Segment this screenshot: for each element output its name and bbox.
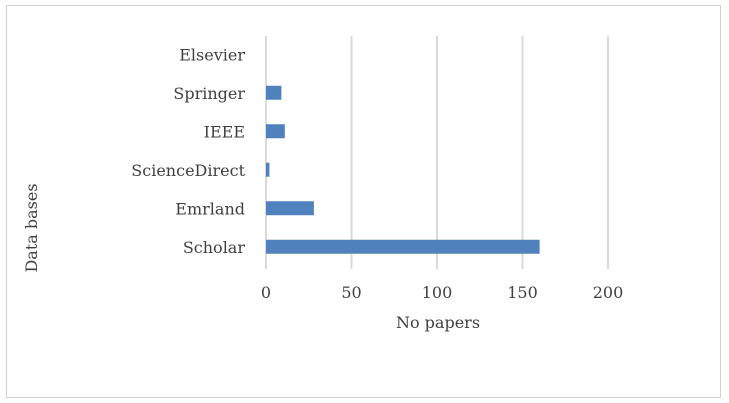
gridlines [265,36,609,269]
x-tick-label-0: 0 [261,283,271,302]
bar-ieee [266,124,285,139]
category-label-ieee: IEEE [204,122,245,141]
category-label-springer: Springer [173,84,245,103]
bar-springer [266,85,282,100]
x-tick-label-150: 150 [507,283,538,302]
x-tick-label-50: 50 [341,283,361,302]
x-tick-label-100: 100 [422,283,453,302]
y-axis-title: Data bases [22,183,41,272]
x-tick-label-200: 200 [593,283,624,302]
category-labels: Elsevier Springer IEEE ScienceDirect Emrland… [131,45,245,257]
bar-sciencedirect [266,162,270,177]
category-label-sciencedirect: ScienceDirect [131,161,245,180]
chart-frame [6,5,721,398]
category-label-scholar: Scholar [183,238,246,257]
x-axis-title: No papers [396,313,480,332]
category-label-emrland: Emrland [175,199,245,218]
x-tick-labels: 0 50 100 150 200 [261,283,623,302]
bars [266,85,540,254]
bar-scholar [266,239,540,254]
bar-emrland [266,201,314,216]
category-label-elsevier: Elsevier [179,45,245,64]
